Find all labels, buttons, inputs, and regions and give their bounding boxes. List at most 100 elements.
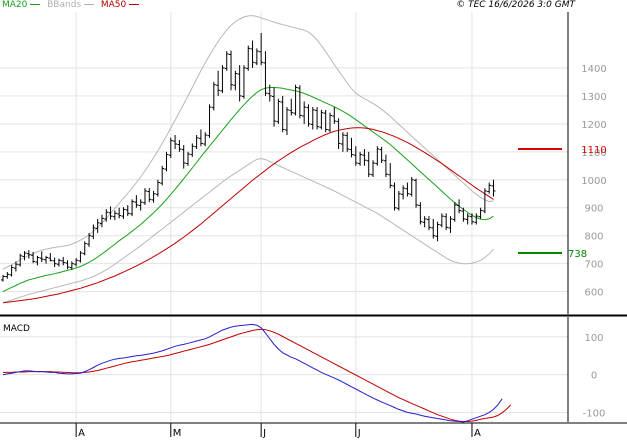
ohlc-bar: [392, 182, 397, 211]
ohlc-bar: [491, 179, 496, 197]
macd-line: [2, 323, 503, 423]
ohlc-bar: [69, 261, 74, 270]
ohlc-bar: [310, 107, 315, 130]
ohlc-bar: [375, 146, 380, 166]
ohlc-bar: [336, 118, 341, 150]
legend-swatch-bbands: [83, 4, 94, 5]
ohlc-bar: [207, 104, 212, 138]
ohlc-bar: [414, 178, 419, 208]
month-label: J: [357, 428, 361, 439]
macd-panel: -100 0 100 MACD: [0, 317, 605, 423]
ohlc-bar: [233, 70, 238, 91]
ohlc-bar: [306, 104, 311, 127]
header-legend: MA20 BBands MA50: [2, 0, 140, 12]
ohlc-bar: [203, 132, 208, 147]
ohlc-bar: [22, 251, 27, 261]
ohlc-bar: [35, 255, 40, 266]
ohlc-bar: [125, 204, 130, 217]
ohlc-bar: [383, 154, 388, 177]
ohlc-bar: [74, 258, 79, 267]
month-label: A: [78, 428, 85, 439]
ohlc-bar: [250, 40, 255, 68]
ohlc-bar: [134, 195, 139, 208]
ohlc-bar: [409, 176, 414, 197]
ohlc-bar: [276, 98, 281, 124]
ohlc-bar: [31, 251, 36, 264]
ohlc-bar: [345, 132, 350, 152]
ohlc-bar: [190, 143, 195, 157]
macd-title: MACD: [3, 324, 30, 334]
ohlc-bar: [39, 251, 44, 262]
ohlc-bar: [267, 84, 272, 102]
ohlc-bar: [323, 109, 328, 133]
ohlc-bar: [186, 151, 191, 166]
ohlc-bar: [349, 137, 354, 158]
bollinger-bands: [2, 15, 494, 304]
price-y-axis: 600 700 800 900 1000 1100 1200 1300 1400: [581, 64, 606, 299]
ohlc-bar: [431, 218, 436, 239]
ohlc-bar: [439, 213, 444, 228]
macd-signal-line: [3, 328, 512, 422]
ohlc-bar: [13, 261, 18, 272]
ohlc-bar: [465, 213, 470, 225]
macd-tick-label: 100: [584, 333, 603, 344]
ohlc-bar: [435, 221, 440, 242]
ohlc-bar: [426, 216, 431, 231]
ohlc-bar: [448, 216, 453, 233]
price-plot-area: [0, 12, 568, 314]
ohlc-bar: [332, 107, 337, 124]
ohlc-bar: [297, 85, 302, 119]
ohlc-bar: [461, 207, 466, 222]
ohlc-bar: [168, 137, 173, 158]
ohlc-bar: [5, 272, 10, 279]
price-tick-label: 1300: [581, 92, 606, 103]
ohlc-bar: [216, 70, 221, 96]
ohlc-bar: [104, 209, 109, 222]
ohlc-bar: [164, 151, 169, 172]
ohlc-bar: [293, 84, 298, 116]
ohlc-bar: [1, 274, 5, 282]
moving-averages: [2, 87, 494, 304]
ohlc-bar: [155, 179, 160, 197]
ohlc-bar: [82, 241, 87, 256]
ohlc-bar: [112, 210, 117, 221]
legend-swatch-ma50: [129, 4, 140, 5]
ohlc-bar: [396, 190, 401, 211]
ohlc-bar: [340, 132, 345, 152]
ohlc-bar: [474, 213, 479, 225]
month-label: J: [262, 428, 266, 439]
ohlc-bar: [362, 149, 367, 166]
ohlc-bar: [444, 213, 449, 231]
ohlc-bar: [289, 98, 294, 116]
copyright-label: © TEC 16/6/2026 3:0 GMT: [456, 0, 575, 10]
price-tick-label: 1400: [581, 64, 606, 75]
ohlc-bar: [241, 65, 246, 99]
ohlc-bar: [401, 185, 406, 200]
ohlc-bar: [78, 251, 83, 263]
ohlc-bar: [44, 255, 49, 264]
ma50-line: [2, 127, 494, 304]
price-tick-label: 900: [584, 204, 603, 215]
ohlc-bar: [478, 207, 483, 219]
price-tick-label: 1100: [581, 148, 606, 159]
ohlc-bar: [56, 258, 61, 267]
bbands-upper-line: [2, 15, 494, 270]
ohlc-bar: [9, 265, 14, 277]
ohlc-bar: [181, 145, 186, 169]
ohlc-bar: [487, 182, 492, 194]
macd-tick-label: 0: [591, 371, 597, 382]
ohlc-bar: [160, 165, 165, 186]
macd-lines: [2, 323, 512, 423]
ohlc-bar: [18, 253, 23, 267]
ohlc-bar: [388, 163, 393, 189]
legend-item-bbands: BBands: [47, 0, 82, 10]
ohlc-bar: [315, 107, 320, 130]
ohlc-bar: [302, 101, 307, 124]
ohlc-bar: [48, 253, 53, 262]
ohlc-bar: [61, 256, 66, 266]
ohlc-bar: [52, 257, 57, 268]
ohlc-bar: [272, 87, 277, 127]
ohlc-bar: [130, 199, 135, 217]
